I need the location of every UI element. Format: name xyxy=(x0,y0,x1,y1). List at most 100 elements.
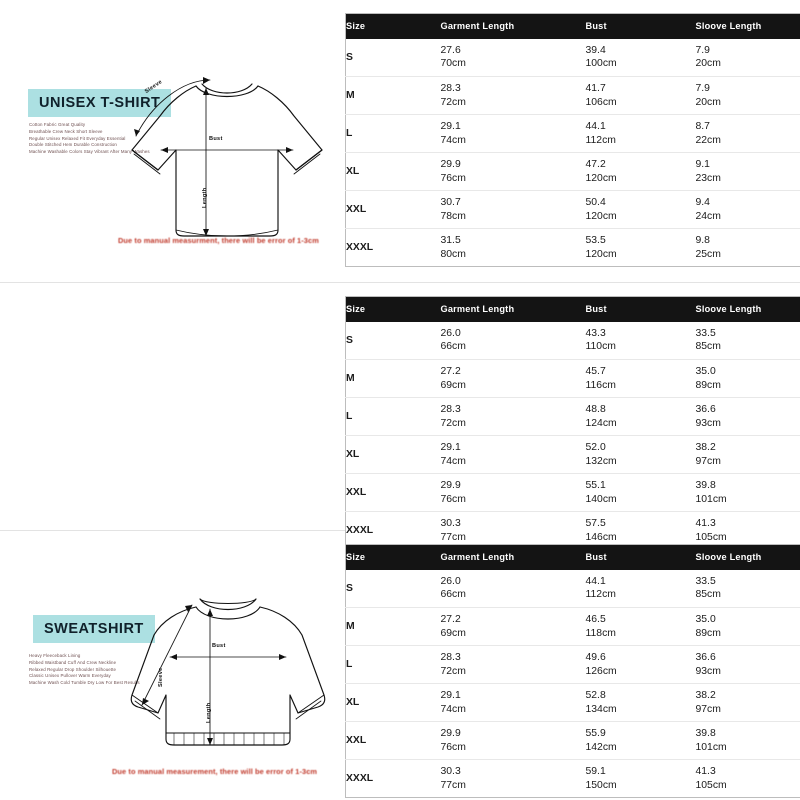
value-cm: 78cm xyxy=(440,210,466,222)
value-cm: 74cm xyxy=(440,134,466,146)
column-header-sleeve-length: Sloove Length xyxy=(695,296,800,322)
value-inches: 28.3 xyxy=(440,83,461,95)
value-cm: 77cm xyxy=(440,531,466,543)
value-cm: 93cm xyxy=(695,417,721,429)
value-cm: 80cm xyxy=(440,248,466,260)
description-line: Cotton Fabric Great Quality xyxy=(29,122,86,127)
table-pane-unisex-t-shirt: Size Garment Length Bust Sloove Length S… xyxy=(345,0,800,282)
column-header-bust: Bust xyxy=(585,296,696,322)
value-cm: 77cm xyxy=(440,779,466,791)
cell-bust: 55.1 140cm xyxy=(585,473,696,512)
value-cm: 116cm xyxy=(585,379,616,391)
description-line: Heavy Fleeceback Lining xyxy=(29,653,81,658)
cell-sleeve-length: 9.8 25cm xyxy=(695,228,800,267)
value-inches: 29.1 xyxy=(440,121,461,133)
value-inches: 27.6 xyxy=(440,44,461,56)
cell-sleeve-length: 35.0 89cm xyxy=(695,359,800,398)
value-cm: 100cm xyxy=(585,58,617,70)
garment-description-unisex-t-shirt: Cotton Fabric Great Quality Breathable C… xyxy=(29,122,199,156)
column-header-size: Size xyxy=(345,544,441,570)
value-inches: 52.0 xyxy=(585,442,606,454)
value-inches: 59.1 xyxy=(585,766,606,778)
cell-size: M xyxy=(345,359,441,398)
value-cm: 106cm xyxy=(585,96,617,108)
illustration-pane-hoodie: HOODIE Double Layer Hoodcover Thick Pull… xyxy=(0,531,345,800)
dimension-label-bust: Bust xyxy=(212,643,226,649)
cell-sleeve-length: 39.8 101cm xyxy=(695,473,800,512)
value-cm: 112cm xyxy=(585,134,616,146)
cell-garment-length: 29.1 74cm xyxy=(440,114,586,153)
column-header-garment-length: Garment Length xyxy=(440,544,586,570)
value-cm: 105cm xyxy=(695,779,727,791)
value-inches: 57.5 xyxy=(585,518,606,530)
garment-title-unisex-t-shirt: UNISEX T-SHIRT xyxy=(28,89,172,117)
table-header: Size Garment Length Bust Sloove Length xyxy=(345,296,800,322)
cell-garment-length: 29.1 74cm xyxy=(440,435,586,474)
cell-garment-length: 27.2 69cm xyxy=(440,607,586,646)
cell-sleeve-length: 36.6 93cm xyxy=(695,397,800,436)
table-row: M 27.2 69cm 46.5 118cm 35.0 89cm xyxy=(345,607,800,646)
value-cm: 105cm xyxy=(695,531,727,543)
cell-bust: 52.8 134cm xyxy=(585,683,696,722)
value-inches: 39.4 xyxy=(585,44,606,56)
description-line: Relaxed Regular Drop Shoulder Silhouette xyxy=(29,666,116,672)
cell-garment-length: 30.3 77cm xyxy=(440,511,586,550)
value-cm: 134cm xyxy=(585,703,617,715)
table-row: S 26.0 66cm 44.1 112cm 33.5 85cm xyxy=(346,570,800,608)
value-cm: 76cm xyxy=(440,493,466,505)
cell-size: XXL xyxy=(345,721,441,760)
value-cm: 97cm xyxy=(695,703,721,715)
cell-size: XXXL xyxy=(345,511,441,550)
value-inches: 7.9 xyxy=(695,44,710,56)
value-inches: 35.0 xyxy=(695,366,716,378)
cell-size: XXL xyxy=(345,190,441,229)
cell-bust: 47.2 120cm xyxy=(585,152,696,191)
value-inches: 44.1 xyxy=(585,575,606,587)
value-inches: 43.3 xyxy=(585,327,606,339)
value-cm: 142cm xyxy=(585,741,617,753)
table-row: L 28.3 72cm 49.6 126cm 36.6 93cm xyxy=(345,645,800,684)
value-inches: 55.9 xyxy=(585,728,606,740)
column-header-size: Size xyxy=(345,13,441,39)
value-inches: 39.8 xyxy=(695,728,716,740)
size-table-sweatshirt: Size Garment Length Bust Sloove Length S… xyxy=(345,296,800,550)
cell-bust: 49.6 126cm xyxy=(585,645,696,684)
value-cm: 124cm xyxy=(585,417,617,429)
value-inches: 26.0 xyxy=(440,575,461,587)
cell-sleeve-length: 38.2 97cm xyxy=(695,435,800,474)
cell-sleeve-length: 33.5 85cm xyxy=(696,322,800,360)
cell-garment-length: 28.3 72cm xyxy=(440,645,586,684)
description-line: Breathable Crew Neck Short Sleeve xyxy=(29,128,103,134)
value-inches: 41.3 xyxy=(695,518,716,530)
table-body: S 27.6 70cm 39.4 100cm 7.9 20cm M 28.3 72cm … xyxy=(345,39,800,267)
cell-sleeve-length: 38.2 97cm xyxy=(695,683,800,722)
value-cm: 132cm xyxy=(585,455,617,467)
value-cm: 120cm xyxy=(585,248,617,260)
cell-size: S xyxy=(346,582,353,594)
cell-bust: 57.5 146cm xyxy=(585,511,696,550)
description-line: Double Stitched Hem Durable Construction xyxy=(29,142,117,148)
value-cm: 89cm xyxy=(695,379,721,391)
cell-size: XL xyxy=(345,683,441,722)
value-inches: 38.2 xyxy=(695,442,716,454)
column-header-bust: Bust xyxy=(585,13,696,39)
value-cm: 118cm xyxy=(585,627,616,639)
cell-garment-length: 29.9 76cm xyxy=(440,473,586,512)
cell-sleeve-length: 41.3 105cm xyxy=(695,759,800,798)
cell-bust: 41.7 106cm xyxy=(585,76,696,115)
value-inches: 36.6 xyxy=(695,404,716,416)
cell-size: S xyxy=(346,334,353,346)
value-inches: 29.9 xyxy=(440,480,461,492)
value-inches: 52.8 xyxy=(585,690,606,702)
cell-size: M xyxy=(345,76,441,115)
value-cm: 69cm xyxy=(440,627,466,639)
cell-garment-length: 28.3 72cm xyxy=(440,76,586,115)
column-header-garment-length: Garment Length xyxy=(440,296,586,322)
cell-bust: 43.3 110cm xyxy=(586,322,696,360)
value-inches: 29.1 xyxy=(440,690,461,702)
cell-bust: 44.1 112cm xyxy=(586,570,696,608)
cell-bust: 45.7 116cm xyxy=(585,359,696,398)
value-inches: 27.2 xyxy=(440,614,461,626)
value-cm: 74cm xyxy=(440,703,466,715)
